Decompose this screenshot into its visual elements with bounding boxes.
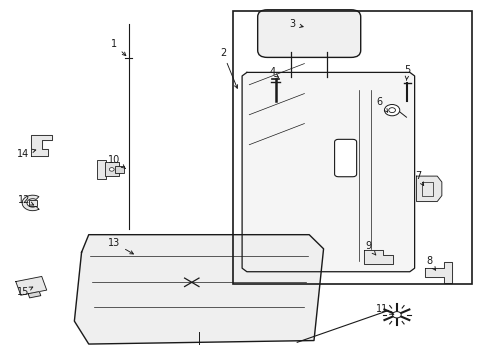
Circle shape bbox=[392, 312, 400, 318]
Polygon shape bbox=[22, 195, 39, 211]
Text: 4: 4 bbox=[269, 67, 278, 77]
Bar bbox=[97, 159, 106, 179]
Circle shape bbox=[388, 108, 395, 113]
Text: 1: 1 bbox=[111, 39, 125, 56]
Text: 13: 13 bbox=[108, 238, 133, 254]
Polygon shape bbox=[364, 250, 392, 264]
FancyBboxPatch shape bbox=[257, 10, 360, 57]
Text: 2: 2 bbox=[220, 48, 237, 88]
Text: 10: 10 bbox=[108, 154, 125, 168]
Text: 12: 12 bbox=[18, 195, 34, 206]
Polygon shape bbox=[416, 176, 441, 202]
Polygon shape bbox=[74, 235, 323, 344]
Bar bbox=[29, 200, 37, 206]
Circle shape bbox=[109, 168, 114, 171]
Text: 8: 8 bbox=[425, 256, 435, 270]
Bar bbox=[232, 11, 471, 284]
Polygon shape bbox=[31, 135, 52, 156]
Bar bbox=[115, 166, 123, 173]
Text: 6: 6 bbox=[376, 97, 387, 112]
Bar bbox=[104, 162, 119, 176]
Circle shape bbox=[384, 104, 399, 116]
Polygon shape bbox=[28, 292, 41, 298]
Text: 5: 5 bbox=[404, 65, 410, 81]
Polygon shape bbox=[16, 276, 46, 295]
FancyBboxPatch shape bbox=[334, 139, 356, 177]
Polygon shape bbox=[424, 262, 450, 283]
Polygon shape bbox=[242, 72, 414, 272]
Text: 14: 14 bbox=[17, 149, 36, 158]
Text: 15: 15 bbox=[17, 287, 33, 297]
Text: 7: 7 bbox=[414, 171, 423, 185]
Text: 11: 11 bbox=[376, 304, 393, 315]
Text: 9: 9 bbox=[365, 241, 375, 255]
Text: 3: 3 bbox=[289, 19, 303, 29]
